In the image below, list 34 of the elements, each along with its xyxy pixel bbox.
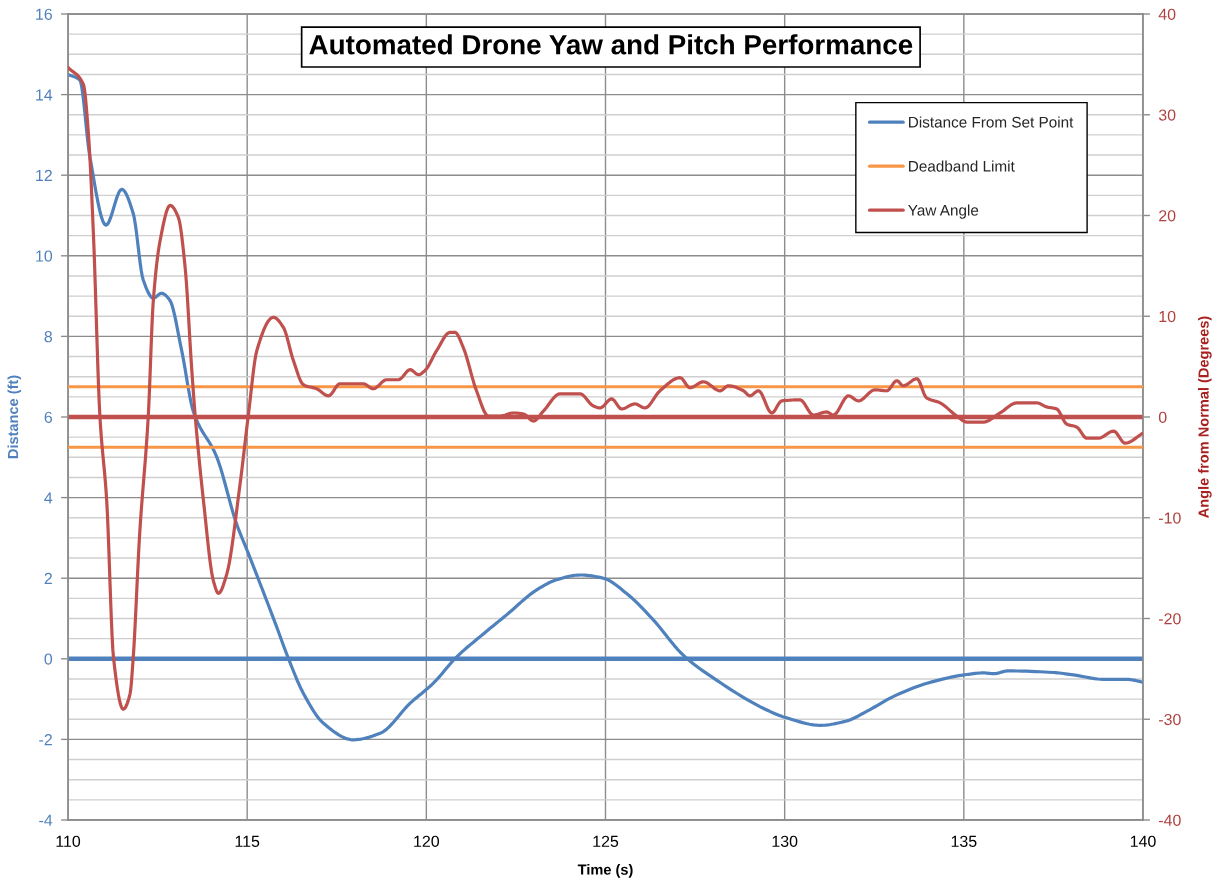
y-tick-label: 14 xyxy=(36,89,53,101)
y-tick-label: 4 xyxy=(44,492,53,504)
legend-label: Distance From Set Point xyxy=(909,116,1074,128)
y-tick-label: -4 xyxy=(39,814,53,826)
y2-tick-label: 10 xyxy=(1159,310,1176,323)
x-tick-label: 120 xyxy=(414,835,440,848)
y2-axis-title: Angle from Normal (Degrees) xyxy=(1198,316,1212,518)
y-axis-title: Distance (ft) xyxy=(7,375,22,459)
y-tick-label: 16 xyxy=(36,8,53,20)
y-tick-label: 0 xyxy=(44,653,53,665)
text: Automated Drone Yaw and Pitch Performance xyxy=(309,34,913,55)
legend-label: Deadband Limit xyxy=(909,160,1015,172)
x-tick-label: 130 xyxy=(772,835,798,848)
y2-tick-label: -30 xyxy=(1158,713,1181,726)
x-tick-label: 110 xyxy=(56,835,81,848)
y2-tick-label: -20 xyxy=(1158,613,1181,625)
y-tick-label: -2 xyxy=(39,734,52,746)
y-tick-label: 2 xyxy=(44,572,52,584)
y-tick-label: 6 xyxy=(44,411,53,423)
y2-tick-label: -10 xyxy=(1158,512,1181,524)
legend-label: Yaw Angle xyxy=(908,204,979,219)
x-tick-label: 140 xyxy=(1130,835,1156,848)
y2-tick-label: -40 xyxy=(1158,814,1181,826)
y-tick-label: 8 xyxy=(44,331,53,343)
x-axis-title: Time (s) xyxy=(577,864,633,878)
y2-tick-label: 30 xyxy=(1158,109,1176,121)
x-tick-label: 125 xyxy=(593,835,619,848)
y2-tick-label: 40 xyxy=(1158,8,1176,20)
x-tick-label: 115 xyxy=(235,835,260,848)
y-tick-label: 12 xyxy=(36,169,52,181)
y2-tick-label: 20 xyxy=(1159,210,1176,222)
y2-tick-label: 0 xyxy=(1158,411,1167,423)
y-tick-label: 10 xyxy=(36,250,53,262)
x-tick-label: 135 xyxy=(951,835,977,848)
